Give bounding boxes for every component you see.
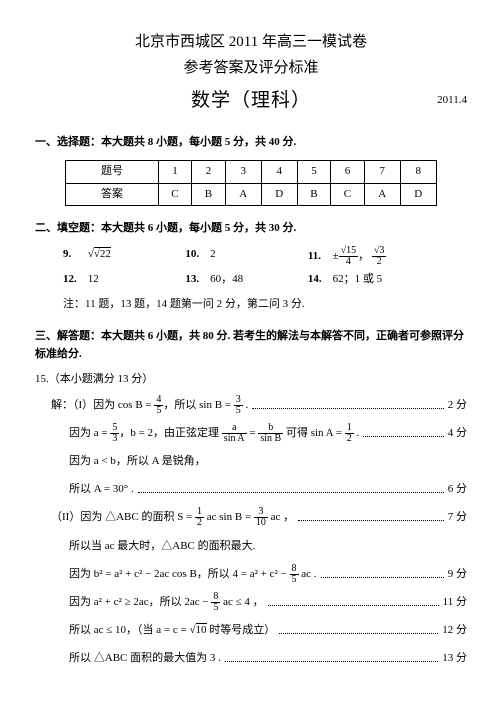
solution-line: 所以 A = 30° . 6 分 [69,477,467,501]
item-number: 10. [185,246,207,264]
title-sub: 参考答案及评分标准 [35,56,467,80]
points: 2 分 [448,393,467,417]
fill-item-11: 11. ±√154， √32 [308,246,467,267]
item-answer: ±√154， √32 [333,250,387,262]
item-number: 9. [63,246,85,264]
col-head: 5 [297,160,331,183]
title-main: 北京市西城区 2011 年高三一模试卷 [35,30,467,54]
solution-line: （II）因为 △ABC 的面积 S = 12 ac sin B = 310 ac… [51,505,467,529]
table-row: 题号 1 2 3 4 5 6 7 8 [66,160,437,183]
answers-table: 题号 1 2 3 4 5 6 7 8 答案 C B A D B C A D [65,160,437,206]
points: 4 分 [448,421,467,445]
answer-cell: D [261,183,297,206]
section3-heading: 三、解答题：本大题共 6 小题，共 80 分. 若考生的解法与本解答不同，正确者… [35,328,467,363]
fill-item-13: 13. 60，48 [185,271,307,289]
dot-leader [268,598,439,606]
dot-leader [279,627,438,635]
answer-cell: B [297,183,331,206]
dot-leader [225,655,438,663]
item-answer: 12 [88,273,99,285]
answer-cell: B [192,183,226,206]
answer-cell: C [158,183,192,206]
solution-text: （II）因为 △ABC 的面积 S = 12 ac sin B = 310 ac… [51,505,294,529]
row-label: 题号 [66,160,158,183]
points: 11 分 [443,590,467,614]
row-label: 答案 [66,183,158,206]
solution-line: 所以 △ABC 面积的最大值为 3 . 13 分 [69,646,467,670]
table-row: 答案 C B A D B C A D [66,183,437,206]
item-number: 12. [63,271,85,289]
points: 9 分 [448,562,467,586]
fill-item-14: 14. 62；1 或 5 [308,271,467,289]
solution-line: 因为 a < b，所以 A 是锐角， [69,449,467,473]
item-answer: √√22 [88,247,111,260]
fill-item-10: 10. 2 [185,246,307,267]
answer-cell: C [331,183,365,206]
section2-note: 注：11 题，13 题，14 题第一问 2 分，第二问 3 分. [63,296,467,314]
item-answer: 2 [210,248,216,260]
date: 2011.4 [437,92,467,110]
fill-row: 9. √√22 10. 2 11. ±√154， √32 [63,246,467,267]
solution-text: 所以 A = 30° . [69,477,134,501]
solution-text: 解：（I）因为 cos B = 45，所以 sin B = 35 . [51,393,248,417]
subject: 数学（理科） [191,86,311,116]
solution-line: 解：（I）因为 cos B = 45，所以 sin B = 35 . 2 分 [51,393,467,417]
fill-row: 12. 12 13. 60，48 14. 62；1 或 5 [63,271,467,289]
item-number: 11. [308,248,330,266]
item-number: 14. [308,271,330,289]
points: 6 分 [448,477,467,501]
subject-row: 数学（理科） 2011.4 [35,86,467,116]
solution-text: 因为 b² = a² + c² − 2ac cos B，所以 4 = a² + … [69,562,317,586]
dot-leader [321,570,444,578]
col-head: 1 [158,160,192,183]
col-head: 7 [364,160,400,183]
col-head: 2 [192,160,226,183]
solution-text: 所以 ac ≤ 10，（当 a = c = √10 时等号成立） [69,618,275,642]
item-answer: 60，48 [210,273,243,285]
solution-text: 因为 a < b，所以 A 是锐角， [69,449,206,473]
solution-text: 所以当 ac 最大时，△ABC 的面积最大. [69,534,255,558]
points: 7 分 [448,505,467,529]
answer-cell: D [400,183,436,206]
solution-text: 因为 a² + c² ≥ 2ac，所以 2ac − 85 ac ≤ 4 ， [69,590,264,614]
item-answer: 62；1 或 5 [333,273,383,285]
solution-line: 因为 a² + c² ≥ 2ac，所以 2ac − 85 ac ≤ 4 ， 11… [69,590,467,614]
section1-heading: 一、选择题：本大题共 8 小题，每小题 5 分，共 40 分. [35,134,467,152]
dot-leader [363,429,444,437]
col-head: 4 [261,160,297,183]
dot-leader [138,486,444,494]
item-number: 13. [185,271,207,289]
fill-item-9: 9. √√22 [63,246,185,267]
col-head: 8 [400,160,436,183]
col-head: 3 [225,160,261,183]
col-head: 6 [331,160,365,183]
section2-heading: 二、填空题：本大题共 6 小题，每小题 5 分，共 30 分. [35,220,467,238]
solution-line: 因为 b² = a² + c² − 2ac cos B，所以 4 = a² + … [69,562,467,586]
answer-cell: A [364,183,400,206]
solution-line: 所以 ac ≤ 10，（当 a = c = √10 时等号成立） 12 分 [69,618,467,642]
fill-item-12: 12. 12 [63,271,185,289]
points: 12 分 [442,618,467,642]
solution-line: 所以当 ac 最大时，△ABC 的面积最大. [69,534,467,558]
solution-text: 所以 △ABC 面积的最大值为 3 . [69,646,221,670]
dot-leader [252,401,443,409]
dot-leader [298,514,444,522]
answer-cell: A [225,183,261,206]
solution-text: 因为 a = 53，b = 2，由正弦定理 asin A = bsin B 可得… [69,421,359,445]
points: 13 分 [442,646,467,670]
q15-heading: 15.（本小题满分 13 分） [35,371,467,389]
solution-line: 因为 a = 53，b = 2，由正弦定理 asin A = bsin B 可得… [69,421,467,445]
